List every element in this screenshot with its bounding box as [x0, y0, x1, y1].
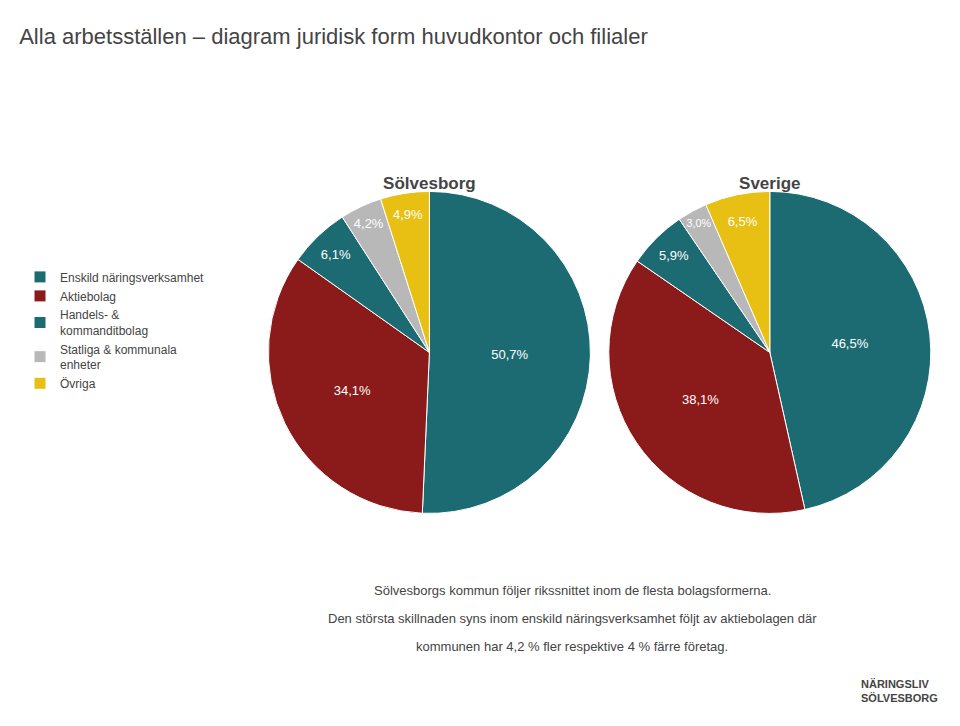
svg-text:Enskild näringsverksamhet: Enskild näringsverksamhet	[60, 271, 204, 285]
svg-text:34,1%: 34,1%	[334, 383, 371, 398]
svg-text:Sölvesborg: Sölvesborg	[383, 174, 476, 193]
svg-text:6,1%: 6,1%	[321, 247, 351, 262]
svg-text:Sölvesborgs kommun följer riks: Sölvesborgs kommun följer rikssnittet in…	[374, 583, 771, 598]
svg-text:4,9%: 4,9%	[393, 207, 423, 222]
svg-text:Den största skillnaden syns in: Den största skillnaden syns inom enskild…	[328, 611, 817, 626]
svg-text:5,9%: 5,9%	[659, 248, 689, 263]
svg-text:Handels- &kommanditbolag: Handels- &kommanditbolag	[60, 308, 148, 338]
svg-text:Sverige: Sverige	[739, 174, 800, 193]
svg-text:Övriga: Övriga	[60, 377, 96, 391]
svg-text:Aktiebolag: Aktiebolag	[60, 290, 116, 304]
svg-text:Alla arbetsställen – diagram j: Alla arbetsställen – diagram juridisk fo…	[19, 24, 648, 49]
svg-text:6,5%: 6,5%	[728, 214, 758, 229]
svg-text:Statliga & kommunalaenheter: Statliga & kommunalaenheter	[60, 343, 177, 373]
svg-text:46,5%: 46,5%	[831, 336, 868, 351]
svg-text:NÄRINGSLIVSÖLVESBORG: NÄRINGSLIVSÖLVESBORG	[861, 678, 938, 704]
svg-text:4,2%: 4,2%	[354, 216, 384, 231]
svg-text:kommunen har 4,2 % fler respek: kommunen har 4,2 % fler respektive 4 % f…	[416, 639, 728, 654]
svg-text:3,0%: 3,0%	[687, 217, 712, 229]
svg-text:50,7%: 50,7%	[491, 347, 528, 362]
svg-text:38,1%: 38,1%	[682, 392, 719, 407]
